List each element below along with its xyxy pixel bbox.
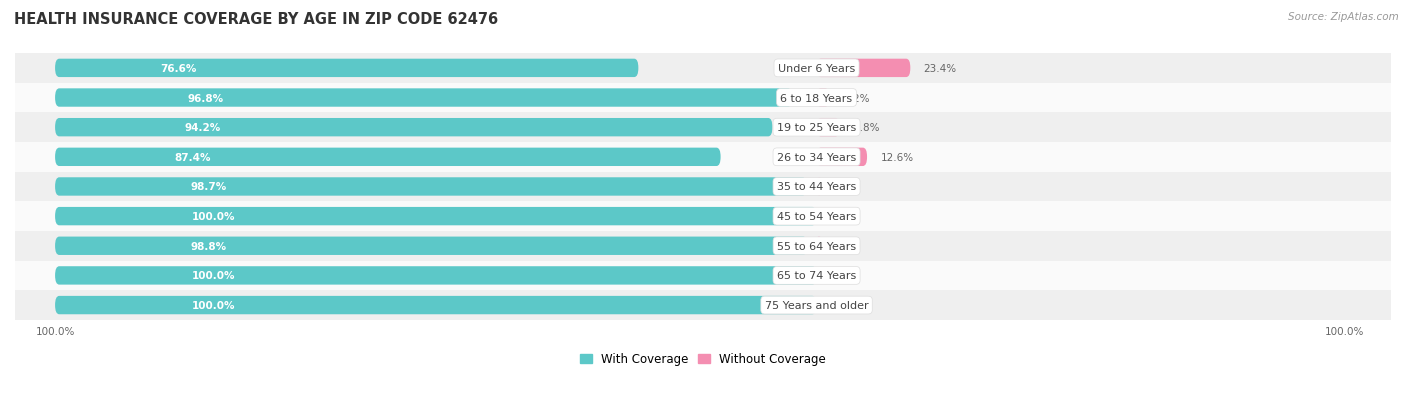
Text: 87.4%: 87.4% (174, 152, 211, 162)
Text: 26 to 34 Years: 26 to 34 Years (778, 152, 856, 162)
Text: Source: ZipAtlas.com: Source: ZipAtlas.com (1288, 12, 1399, 22)
Bar (15, 142, 1391, 172)
Text: 0.0%: 0.0% (830, 300, 856, 310)
Text: 45 to 54 Years: 45 to 54 Years (778, 211, 856, 222)
Text: 6 to 18 Years: 6 to 18 Years (780, 93, 852, 103)
Text: 0.0%: 0.0% (830, 271, 856, 281)
Text: 3.2%: 3.2% (842, 93, 869, 103)
Text: 98.8%: 98.8% (190, 241, 226, 251)
FancyBboxPatch shape (55, 266, 817, 285)
FancyBboxPatch shape (55, 148, 721, 166)
Text: 1.2%: 1.2% (835, 241, 862, 251)
FancyBboxPatch shape (817, 178, 821, 196)
Bar (15, 113, 1391, 142)
FancyBboxPatch shape (55, 89, 792, 107)
FancyBboxPatch shape (55, 178, 807, 196)
FancyBboxPatch shape (817, 89, 830, 107)
Text: 35 to 44 Years: 35 to 44 Years (778, 182, 856, 192)
Text: HEALTH INSURANCE COVERAGE BY AGE IN ZIP CODE 62476: HEALTH INSURANCE COVERAGE BY AGE IN ZIP … (14, 12, 498, 27)
Text: 100.0%: 100.0% (193, 271, 236, 281)
Text: 96.8%: 96.8% (188, 93, 224, 103)
Text: 65 to 74 Years: 65 to 74 Years (778, 271, 856, 281)
Text: 12.6%: 12.6% (880, 152, 914, 162)
Bar (15, 290, 1391, 320)
Text: 100.0%: 100.0% (193, 300, 236, 310)
Text: 94.2%: 94.2% (184, 123, 221, 133)
FancyBboxPatch shape (55, 119, 772, 137)
Text: 0.0%: 0.0% (830, 211, 856, 222)
Text: 75 Years and older: 75 Years and older (765, 300, 869, 310)
Text: 19 to 25 Years: 19 to 25 Years (778, 123, 856, 133)
FancyBboxPatch shape (817, 119, 839, 137)
FancyBboxPatch shape (55, 296, 817, 314)
FancyBboxPatch shape (55, 237, 807, 255)
Text: 5.8%: 5.8% (853, 123, 880, 133)
Bar (15, 261, 1391, 290)
Text: Under 6 Years: Under 6 Years (778, 64, 855, 74)
FancyBboxPatch shape (55, 59, 638, 78)
Text: 100.0%: 100.0% (1324, 326, 1364, 336)
Bar (15, 172, 1391, 202)
FancyBboxPatch shape (817, 237, 821, 255)
Text: 76.6%: 76.6% (160, 64, 197, 74)
Text: 100.0%: 100.0% (193, 211, 236, 222)
Bar (15, 83, 1391, 113)
FancyBboxPatch shape (55, 207, 817, 226)
Text: 55 to 64 Years: 55 to 64 Years (778, 241, 856, 251)
Bar (15, 231, 1391, 261)
Text: 100.0%: 100.0% (35, 326, 75, 336)
Bar (15, 54, 1391, 83)
Text: 23.4%: 23.4% (924, 64, 957, 74)
Text: 98.7%: 98.7% (190, 182, 226, 192)
FancyBboxPatch shape (817, 148, 868, 166)
FancyBboxPatch shape (817, 59, 910, 78)
Legend: With Coverage, Without Coverage: With Coverage, Without Coverage (575, 348, 831, 370)
Text: 1.3%: 1.3% (835, 182, 862, 192)
Bar (15, 202, 1391, 231)
